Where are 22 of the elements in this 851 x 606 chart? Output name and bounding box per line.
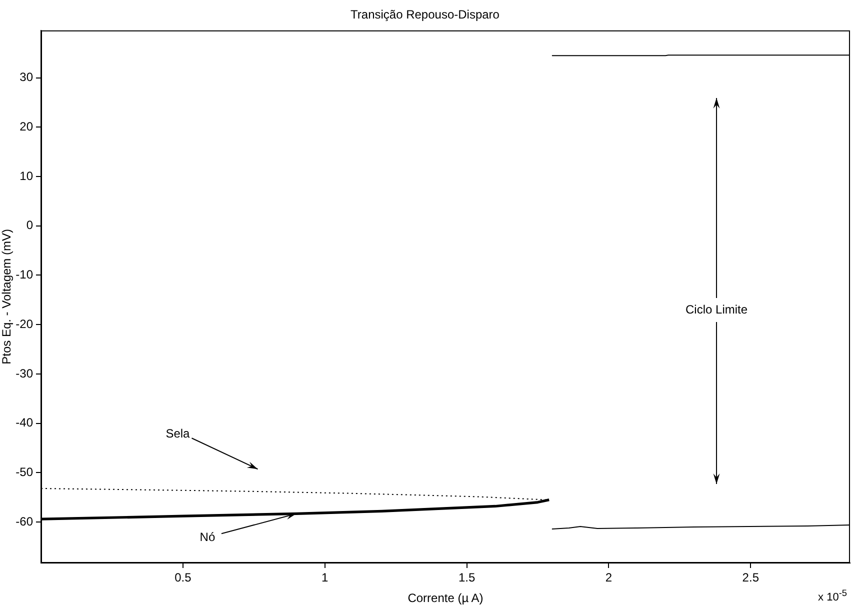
y-tick-label: -30 bbox=[16, 366, 34, 380]
x-tick-label: 2 bbox=[605, 570, 612, 585]
x-tick-label: 0.5 bbox=[174, 570, 192, 585]
chart-title: Transição Repouso-Disparo bbox=[350, 8, 500, 22]
annotation: Sela bbox=[166, 426, 190, 440]
x-tick-label: 1 bbox=[322, 570, 329, 585]
y-tick-label: -20 bbox=[16, 316, 34, 331]
y-tick-label: -10 bbox=[16, 268, 34, 282]
x-axis-title: Corrente (µ A) bbox=[408, 591, 484, 606]
y-axis-title: Ptos Eq. - Voltagem (mV) bbox=[0, 229, 14, 364]
y-tick-label: -40 bbox=[16, 416, 34, 430]
y-tick-label: 0 bbox=[26, 218, 34, 232]
x-tick-label: 2.5 bbox=[742, 570, 760, 585]
x-tick-label: 1.5 bbox=[458, 570, 476, 585]
y-tick-label: -50 bbox=[16, 464, 34, 479]
annotation: Nó bbox=[200, 530, 216, 544]
annotation: Ciclo Limite bbox=[686, 302, 748, 316]
y-tick-label: 10 bbox=[20, 168, 34, 183]
y-tick-label: 20 bbox=[20, 119, 34, 134]
y-tick-label: -60 bbox=[16, 514, 34, 528]
y-tick-label: 30 bbox=[20, 70, 34, 84]
text: x 10$^{-5}$ bbox=[818, 588, 847, 604]
